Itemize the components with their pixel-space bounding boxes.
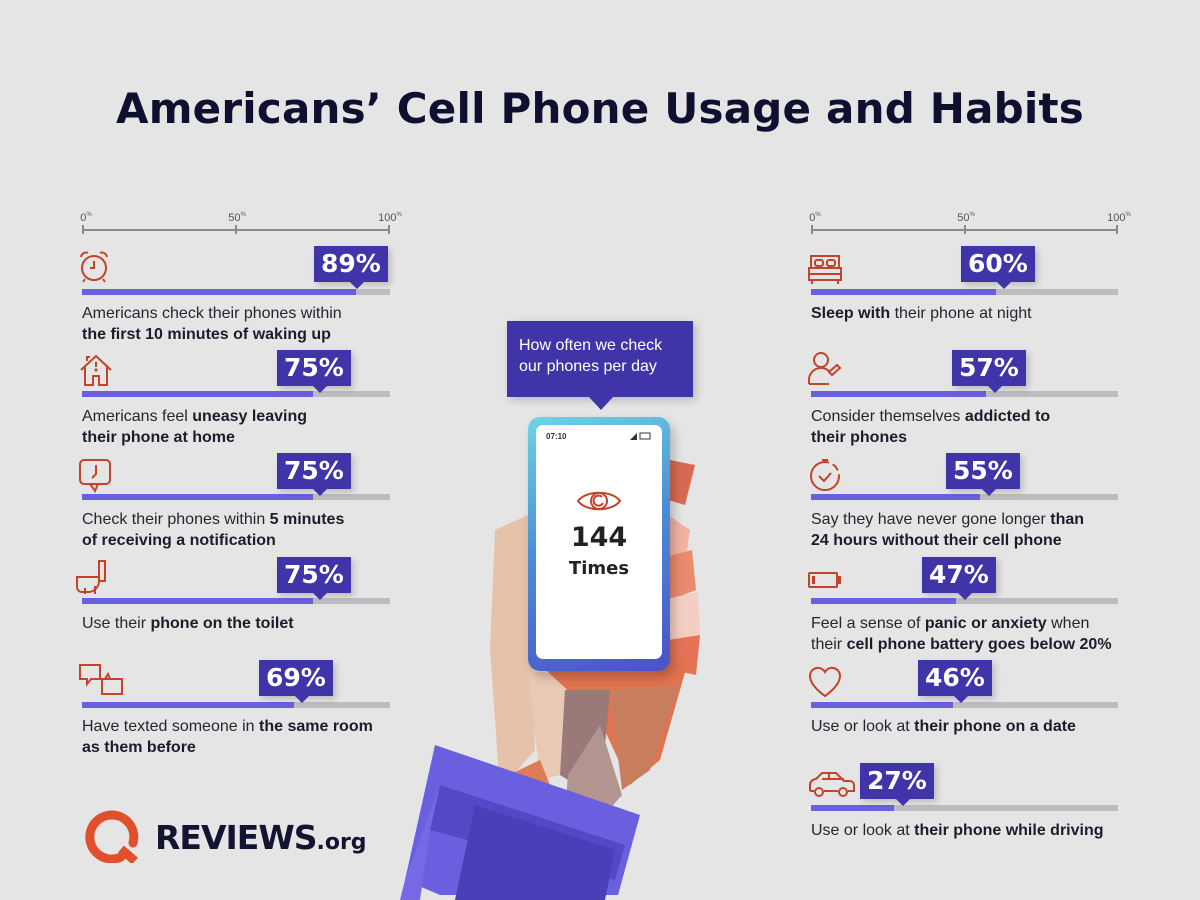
axis-tick-0 xyxy=(82,225,84,234)
value-badge: 75% xyxy=(277,350,351,393)
bar-track xyxy=(82,598,390,604)
check-count-unit: Times xyxy=(568,558,630,579)
value-badge: 27% xyxy=(860,763,934,806)
stat-description: Americans feel uneasy leaving their phone… xyxy=(82,408,307,446)
signal-battery-icon xyxy=(630,432,651,440)
low-battery-icon xyxy=(808,572,841,588)
bar-fill xyxy=(811,289,996,295)
axis-label-100: 100% xyxy=(378,212,402,224)
axis-tick-0 xyxy=(811,225,813,234)
chat-bubbles-icon xyxy=(79,664,123,695)
reviews-q-logo-icon xyxy=(85,810,139,863)
bar-fill xyxy=(82,494,313,500)
axis-label-100: 100% xyxy=(1107,212,1131,224)
value-badge: 75% xyxy=(277,453,351,496)
bar-track xyxy=(811,391,1118,397)
axis-tick-50 xyxy=(964,225,966,234)
phone-clock: 07:10 xyxy=(546,432,567,441)
eye-icon xyxy=(576,491,622,511)
car-icon xyxy=(809,772,855,797)
value-badge: 55% xyxy=(946,453,1020,496)
value-badge: 89% xyxy=(314,246,388,289)
axis-tick-50 xyxy=(235,225,237,234)
stat-description: Say they have never gone longer than 24 h… xyxy=(811,511,1085,549)
hand-illustration xyxy=(400,460,700,900)
axis-label-50: 50% xyxy=(957,212,975,224)
stat-toilet: 75% Use their phone on the toilet xyxy=(76,557,422,657)
page-title: Americans’ Cell Phone Usage and Habits xyxy=(115,84,1085,133)
check-count: 144 xyxy=(570,522,628,553)
bar-track xyxy=(82,289,390,295)
value-badge: 57% xyxy=(952,350,1026,393)
stat-phone-on-date: 46% Use or look at their phone on a date xyxy=(808,660,1151,760)
bar-fill xyxy=(82,289,356,295)
stat-24-hours: 55% Say they have never gone longer than… xyxy=(810,453,1151,553)
bar-track xyxy=(811,289,1118,295)
stat-notification-check: 75% Check their phones within 5 minutes o… xyxy=(79,453,422,553)
house-alert-icon xyxy=(80,354,112,386)
stat-description: Check their phones within 5 minutes of re… xyxy=(82,511,345,549)
bar-fill xyxy=(811,702,953,708)
bar-fill xyxy=(82,598,313,604)
bar-track xyxy=(82,702,390,708)
stat-uneasy-home: 75% Americans feel uneasy leaving their p… xyxy=(80,350,422,450)
value-badge: 47% xyxy=(922,557,996,600)
value-badge: 69% xyxy=(259,660,333,703)
heart-icon xyxy=(808,666,842,698)
left-axis-scale: 0% 50% 100% xyxy=(80,212,402,242)
toilet-icon xyxy=(76,560,106,594)
value-badge: 75% xyxy=(277,557,351,600)
stat-battery-anxiety: 47% Feel a sense of panic or anxiety whe… xyxy=(808,557,1151,657)
stat-description: Sleep with their phone at night xyxy=(811,305,1032,322)
bar-track xyxy=(811,702,1118,708)
stat-wake-check: 89% Americans check their phones within t… xyxy=(80,246,422,346)
stat-description: Use or look at their phone on a date xyxy=(811,718,1076,735)
alarm-clock-icon xyxy=(80,251,108,283)
person-phone-icon xyxy=(807,352,842,385)
bar-fill xyxy=(811,494,980,500)
bar-track xyxy=(811,598,1118,604)
bar-track xyxy=(811,805,1118,811)
axis-tick-100 xyxy=(1116,225,1118,234)
value-badge: 46% xyxy=(918,660,992,703)
stat-description: Use their phone on the toilet xyxy=(82,615,294,632)
stopwatch-icon xyxy=(810,459,840,491)
value-badge: 60% xyxy=(961,246,1035,289)
right-axis-scale: 0% 50% 100% xyxy=(809,212,1131,242)
axis-tick-100 xyxy=(388,225,390,234)
phone-screen: 07:10 144 Times xyxy=(536,425,662,659)
axis-label-0: 0% xyxy=(80,212,92,224)
clock-bubble-icon xyxy=(79,459,111,493)
axis-label-50: 50% xyxy=(228,212,246,224)
stat-same-room-text: 69% Have texted someone in the same room… xyxy=(79,660,422,760)
bar-fill xyxy=(811,598,956,604)
stat-addicted: 57% Consider themselves addicted to their… xyxy=(807,350,1151,450)
axis-label-0: 0% xyxy=(809,212,821,224)
stat-sleep-with-phone: 60% Sleep with their phone at night xyxy=(808,246,1151,346)
stat-description: Consider themselves addicted to their pho… xyxy=(811,408,1051,446)
bar-fill xyxy=(82,391,313,397)
bar-fill xyxy=(82,702,294,708)
stat-description: Use or look at their phone while driving xyxy=(811,822,1104,839)
phone-device: 07:10 144 Times xyxy=(528,417,670,671)
stat-phone-while-driving: 27% Use or look at their phone while dri… xyxy=(809,763,1151,863)
stat-description: Have texted someone in the same room as t… xyxy=(82,718,373,756)
bar-track xyxy=(82,391,390,397)
bar-track xyxy=(82,494,390,500)
stat-description: Americans check their phones within the f… xyxy=(82,305,342,343)
bar-track xyxy=(811,494,1118,500)
callout-bubble: How often we check our phones per day xyxy=(507,321,693,410)
bar-fill xyxy=(811,805,894,811)
bar-fill xyxy=(811,391,986,397)
bed-icon xyxy=(808,255,842,284)
stat-description: Feel a sense of panic or anxiety when the… xyxy=(811,615,1112,653)
brand-wordmark: REVIEWS.org xyxy=(155,818,367,857)
